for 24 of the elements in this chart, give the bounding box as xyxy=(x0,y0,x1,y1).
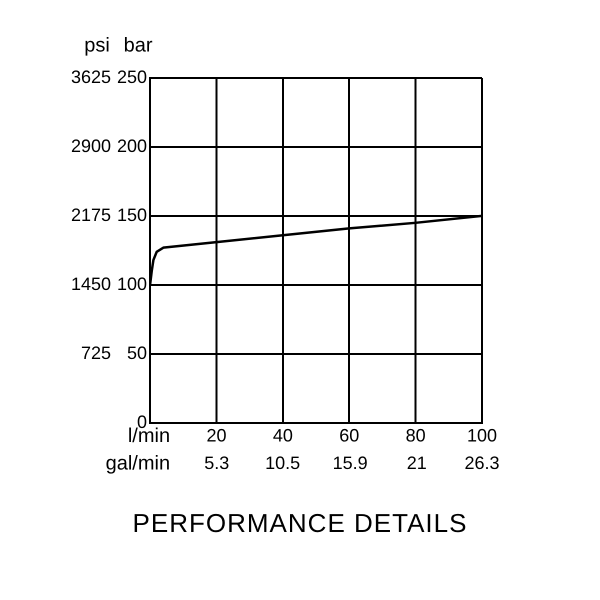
y2-axis-title: psi xyxy=(84,34,110,57)
x2-tick-label: 5.3 xyxy=(204,453,230,474)
x-tick-label: 20 xyxy=(206,426,226,446)
x-tick-label: 100 xyxy=(466,426,498,446)
x2-tick-label: 15.9 xyxy=(332,453,368,474)
x2-tick-label: 26.3 xyxy=(464,453,500,474)
x2-tick-label: 10.5 xyxy=(265,453,300,474)
y-tick-label: 200 xyxy=(117,136,148,156)
x2-tick-label: 21 xyxy=(406,453,427,474)
x-tick-label: 40 xyxy=(272,426,293,446)
x-tick-label: 80 xyxy=(406,426,426,446)
y2-tick-label: 1450 xyxy=(70,274,112,294)
y-tick-label: 100 xyxy=(117,274,148,294)
y-tick-label: 50 xyxy=(127,342,148,363)
text: PERFORMANCE DETAILS xyxy=(132,508,468,539)
x2-axis-title: gal/min xyxy=(106,452,170,475)
x-tick-label: 60 xyxy=(339,426,360,446)
y2-tick-label: 725 xyxy=(80,342,112,363)
y2-tick-label: 2900 xyxy=(70,136,112,156)
y-axis-title: bar xyxy=(124,34,153,57)
y-tick-label: 250 xyxy=(117,66,148,87)
y2-tick-label: 2175 xyxy=(70,204,112,225)
y-tick-label: 150 xyxy=(117,204,148,225)
y2-tick-label: 3625 xyxy=(70,66,112,87)
